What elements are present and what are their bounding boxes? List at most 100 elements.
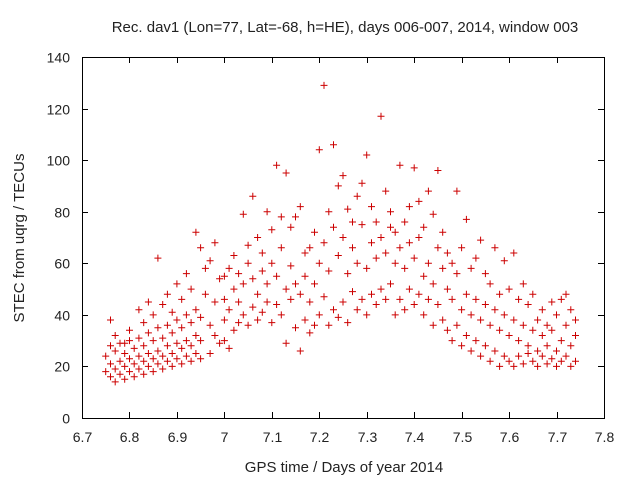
data-point	[239, 210, 247, 218]
y-tick-label: 80	[54, 205, 70, 221]
data-point	[562, 321, 570, 329]
data-point	[206, 321, 214, 329]
data-point	[182, 352, 190, 360]
data-point	[254, 290, 262, 298]
data-point	[420, 311, 428, 319]
data-point	[458, 342, 466, 350]
data-point	[144, 362, 152, 370]
data-point	[130, 373, 138, 381]
data-point	[263, 298, 271, 306]
data-point	[349, 244, 356, 252]
data-point	[130, 344, 138, 352]
data-point	[178, 295, 186, 303]
data-point	[168, 308, 176, 316]
data-point	[296, 203, 304, 211]
data-point	[178, 344, 186, 352]
data-point	[187, 319, 195, 327]
data-point	[192, 306, 200, 314]
data-point	[121, 350, 129, 357]
data-point	[515, 295, 523, 303]
data-point	[192, 350, 200, 357]
data-point	[273, 301, 281, 308]
data-point	[244, 259, 252, 267]
data-point	[557, 337, 565, 345]
data-point	[201, 264, 209, 272]
data-point	[477, 236, 485, 244]
data-point	[510, 316, 518, 324]
data-point	[496, 290, 504, 298]
data-point	[182, 270, 190, 278]
data-point	[140, 357, 148, 365]
data-point	[254, 234, 262, 241]
data-point	[206, 350, 214, 357]
data-point	[225, 264, 233, 272]
data-point	[515, 337, 523, 345]
data-point	[163, 321, 171, 329]
data-point	[301, 272, 309, 280]
data-point	[301, 316, 309, 324]
x-tick-label: 7.4	[405, 429, 425, 445]
data-point	[519, 360, 527, 368]
data-point	[126, 337, 133, 345]
data-point	[439, 264, 447, 272]
data-point	[220, 272, 228, 280]
data-point	[116, 370, 124, 378]
data-point	[358, 295, 366, 303]
y-tick-label: 140	[47, 50, 71, 66]
data-point	[353, 192, 361, 200]
data-point	[140, 342, 148, 350]
data-point	[206, 257, 214, 265]
data-point	[173, 280, 181, 288]
data-point	[315, 311, 323, 319]
data-point	[306, 298, 314, 306]
data-point	[296, 290, 304, 298]
data-point	[339, 172, 347, 180]
data-point	[382, 249, 390, 257]
data-point	[500, 311, 508, 319]
data-point	[420, 272, 428, 280]
data-point	[254, 316, 262, 324]
data-point	[553, 311, 560, 319]
data-point	[382, 187, 390, 195]
data-point	[443, 326, 451, 334]
data-point	[567, 342, 575, 350]
data-point	[249, 303, 257, 311]
data-point	[230, 285, 238, 293]
data-point	[500, 257, 508, 265]
data-point	[282, 339, 290, 347]
data-point	[230, 252, 238, 259]
data-point	[543, 321, 551, 329]
data-point	[111, 378, 119, 386]
data-point	[159, 352, 167, 360]
data-point	[211, 332, 219, 339]
data-point	[505, 332, 513, 339]
data-point	[107, 316, 114, 324]
data-point	[529, 290, 537, 298]
data-point	[496, 362, 504, 370]
data-point	[154, 347, 162, 355]
data-point	[273, 272, 281, 280]
data-point	[481, 301, 489, 308]
data-point	[557, 295, 565, 303]
data-point	[443, 285, 451, 293]
data-point	[334, 252, 342, 259]
data-point	[505, 285, 513, 293]
data-point	[159, 365, 167, 373]
data-point	[363, 151, 371, 159]
data-point	[349, 218, 356, 226]
x-tick-label: 7.7	[548, 429, 568, 445]
data-point	[235, 319, 243, 327]
data-point	[216, 275, 224, 283]
data-point	[111, 365, 119, 373]
data-point	[429, 210, 437, 218]
data-point	[126, 355, 133, 363]
data-point	[244, 241, 252, 249]
data-point	[534, 347, 542, 355]
data-point	[410, 164, 418, 172]
data-point	[116, 357, 124, 365]
data-point	[500, 352, 508, 360]
data-point	[187, 342, 195, 350]
data-point	[486, 357, 494, 365]
data-point	[135, 352, 143, 360]
data-point	[239, 280, 247, 288]
